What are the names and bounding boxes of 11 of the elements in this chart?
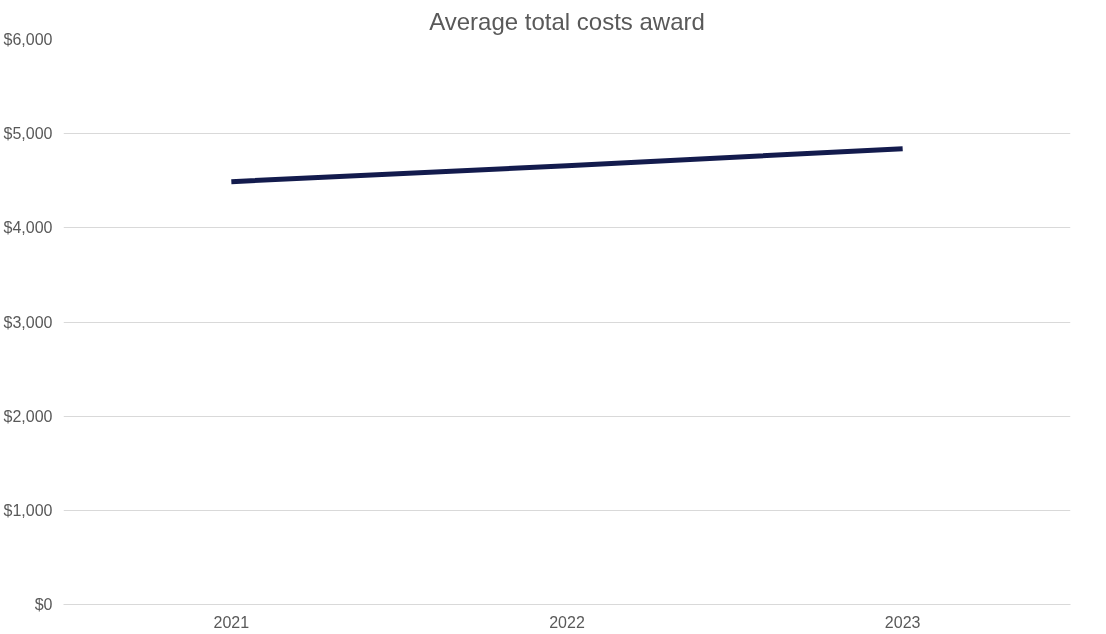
x-tick-label: 2022 xyxy=(549,613,585,631)
y-tick-label: $5,000 xyxy=(3,125,53,143)
y-tick-label: $2,000 xyxy=(3,407,53,425)
y-tick-label: $6,000 xyxy=(3,31,53,48)
x-tick-label: 2023 xyxy=(884,613,921,631)
y-tick-label: $1,000 xyxy=(3,501,53,519)
x-tick-label: 2021 xyxy=(213,613,250,631)
y-tick-label: $4,000 xyxy=(3,219,53,237)
chart-title: Average total costs award xyxy=(429,7,705,35)
y-tick-label: $0 xyxy=(34,596,53,613)
y-tick-label: $3,000 xyxy=(3,313,53,331)
